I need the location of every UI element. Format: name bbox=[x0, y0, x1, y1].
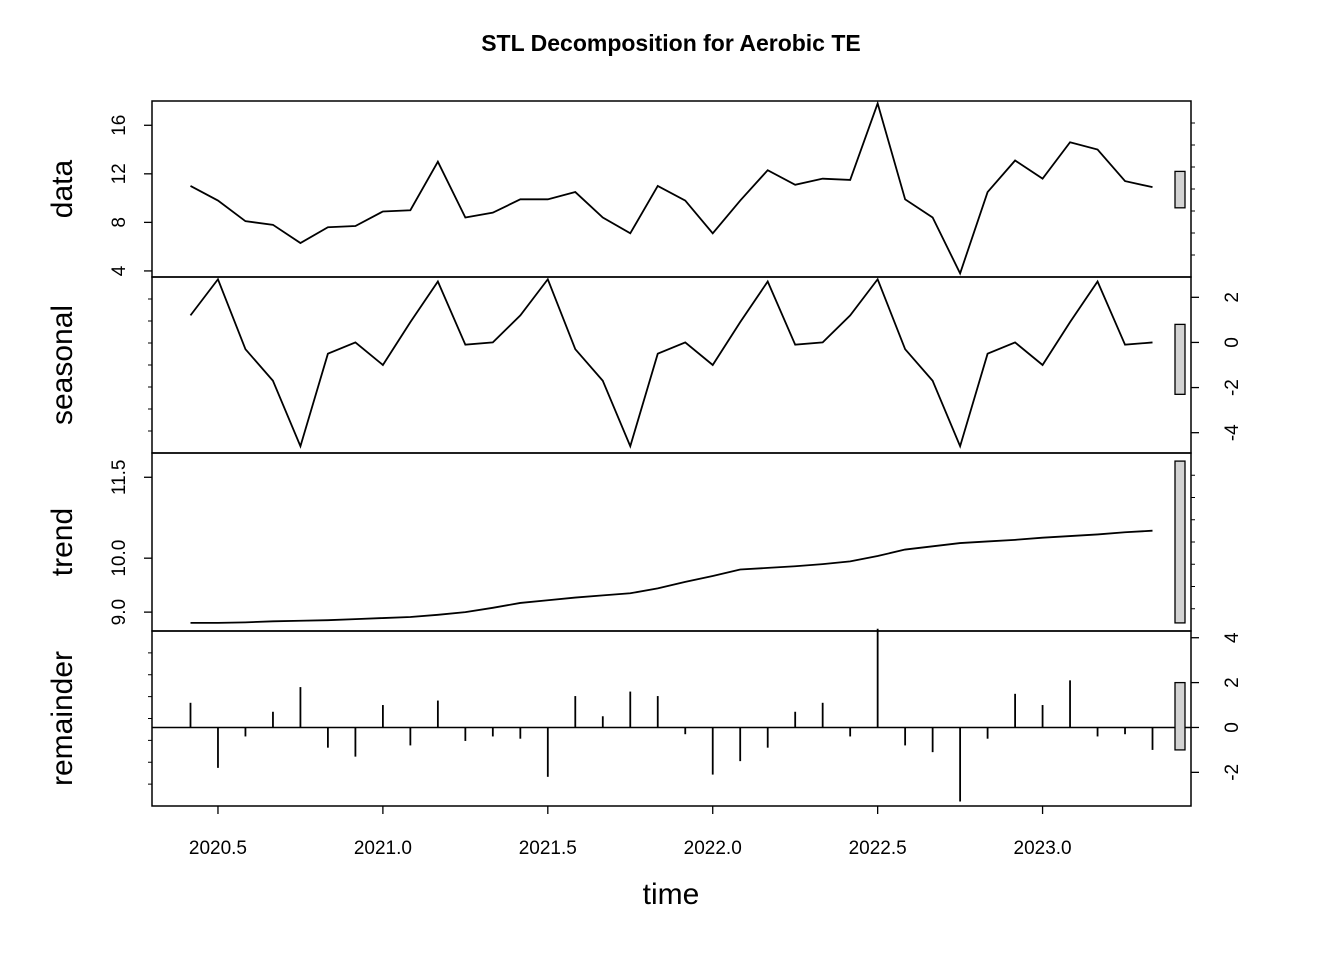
remainder-y-tick-label: 0 bbox=[1222, 722, 1243, 733]
seasonal-y-tick-label: -2 bbox=[1222, 379, 1243, 396]
seasonal-series-line bbox=[189, 277, 1153, 449]
panel-remainder: -2 0 2 4 remainder bbox=[46, 628, 1243, 807]
x-tick-label: 2022.0 bbox=[684, 838, 742, 859]
remainder-y-tick-label: 4 bbox=[1222, 632, 1243, 643]
x-tick-label: 2022.5 bbox=[849, 838, 907, 859]
remainder-y-tick-label: 2 bbox=[1222, 677, 1243, 688]
data-y-tick-label: 4 bbox=[109, 265, 130, 276]
trend-y-tick-label: 10.0 bbox=[109, 540, 130, 577]
x-tick-label: 2021.5 bbox=[519, 838, 577, 859]
trend-y-tick-label: 11.5 bbox=[109, 459, 130, 495]
seasonal-y-tick-label: -4 bbox=[1222, 424, 1243, 441]
trend-scale-bar bbox=[1174, 460, 1186, 624]
remainder-scale-bar bbox=[1174, 681, 1186, 751]
data-panel-label: data bbox=[46, 159, 79, 218]
panel-frame bbox=[151, 452, 1192, 632]
x-tick-label: 2021.0 bbox=[354, 838, 412, 859]
trend-panel-label: trend bbox=[46, 508, 79, 576]
data-y-tick-label: 16 bbox=[109, 115, 130, 136]
panel-seasonal: -4 -2 0 2 seasonal bbox=[46, 276, 1243, 454]
chart-title: STL Decomposition for Aerobic TE bbox=[481, 30, 861, 56]
x-tick-label: 2020.5 bbox=[189, 838, 247, 859]
panel-data: 4 8 12 16 data bbox=[46, 100, 1195, 278]
x-axis-label: time bbox=[643, 878, 700, 911]
trend-series-line bbox=[190, 529, 1153, 624]
panel-trend: 9.0 10.0 11.5 trend bbox=[46, 452, 1195, 632]
data-series-line bbox=[190, 100, 1153, 276]
data-y-tick-label: 12 bbox=[109, 163, 130, 184]
remainder-panel-label: remainder bbox=[46, 651, 79, 786]
x-tick-label: 2023.0 bbox=[1014, 838, 1072, 859]
seasonal-y-tick-label: 2 bbox=[1222, 292, 1243, 303]
panels-group: 4 8 12 16 data -4 -2 0 2 seasonal 9.0 10.0 11.5 trend… bbox=[46, 100, 1243, 807]
remainder-y-tick-label: -2 bbox=[1222, 764, 1243, 781]
panel-frame bbox=[151, 100, 1192, 278]
seasonal-scale-bar bbox=[1174, 323, 1186, 395]
panel-frame bbox=[151, 630, 1192, 807]
panel-frame bbox=[151, 276, 1192, 454]
trend-y-tick-label: 9.0 bbox=[109, 599, 130, 625]
data-scale-bar bbox=[1174, 170, 1186, 209]
x-axis: 2020.5 2021.0 2021.5 2022.0 2022.5 2023.0 bbox=[189, 806, 1072, 859]
data-y-tick-label: 8 bbox=[109, 217, 130, 228]
seasonal-y-tick-label: 0 bbox=[1222, 337, 1243, 348]
seasonal-panel-label: seasonal bbox=[46, 305, 79, 425]
